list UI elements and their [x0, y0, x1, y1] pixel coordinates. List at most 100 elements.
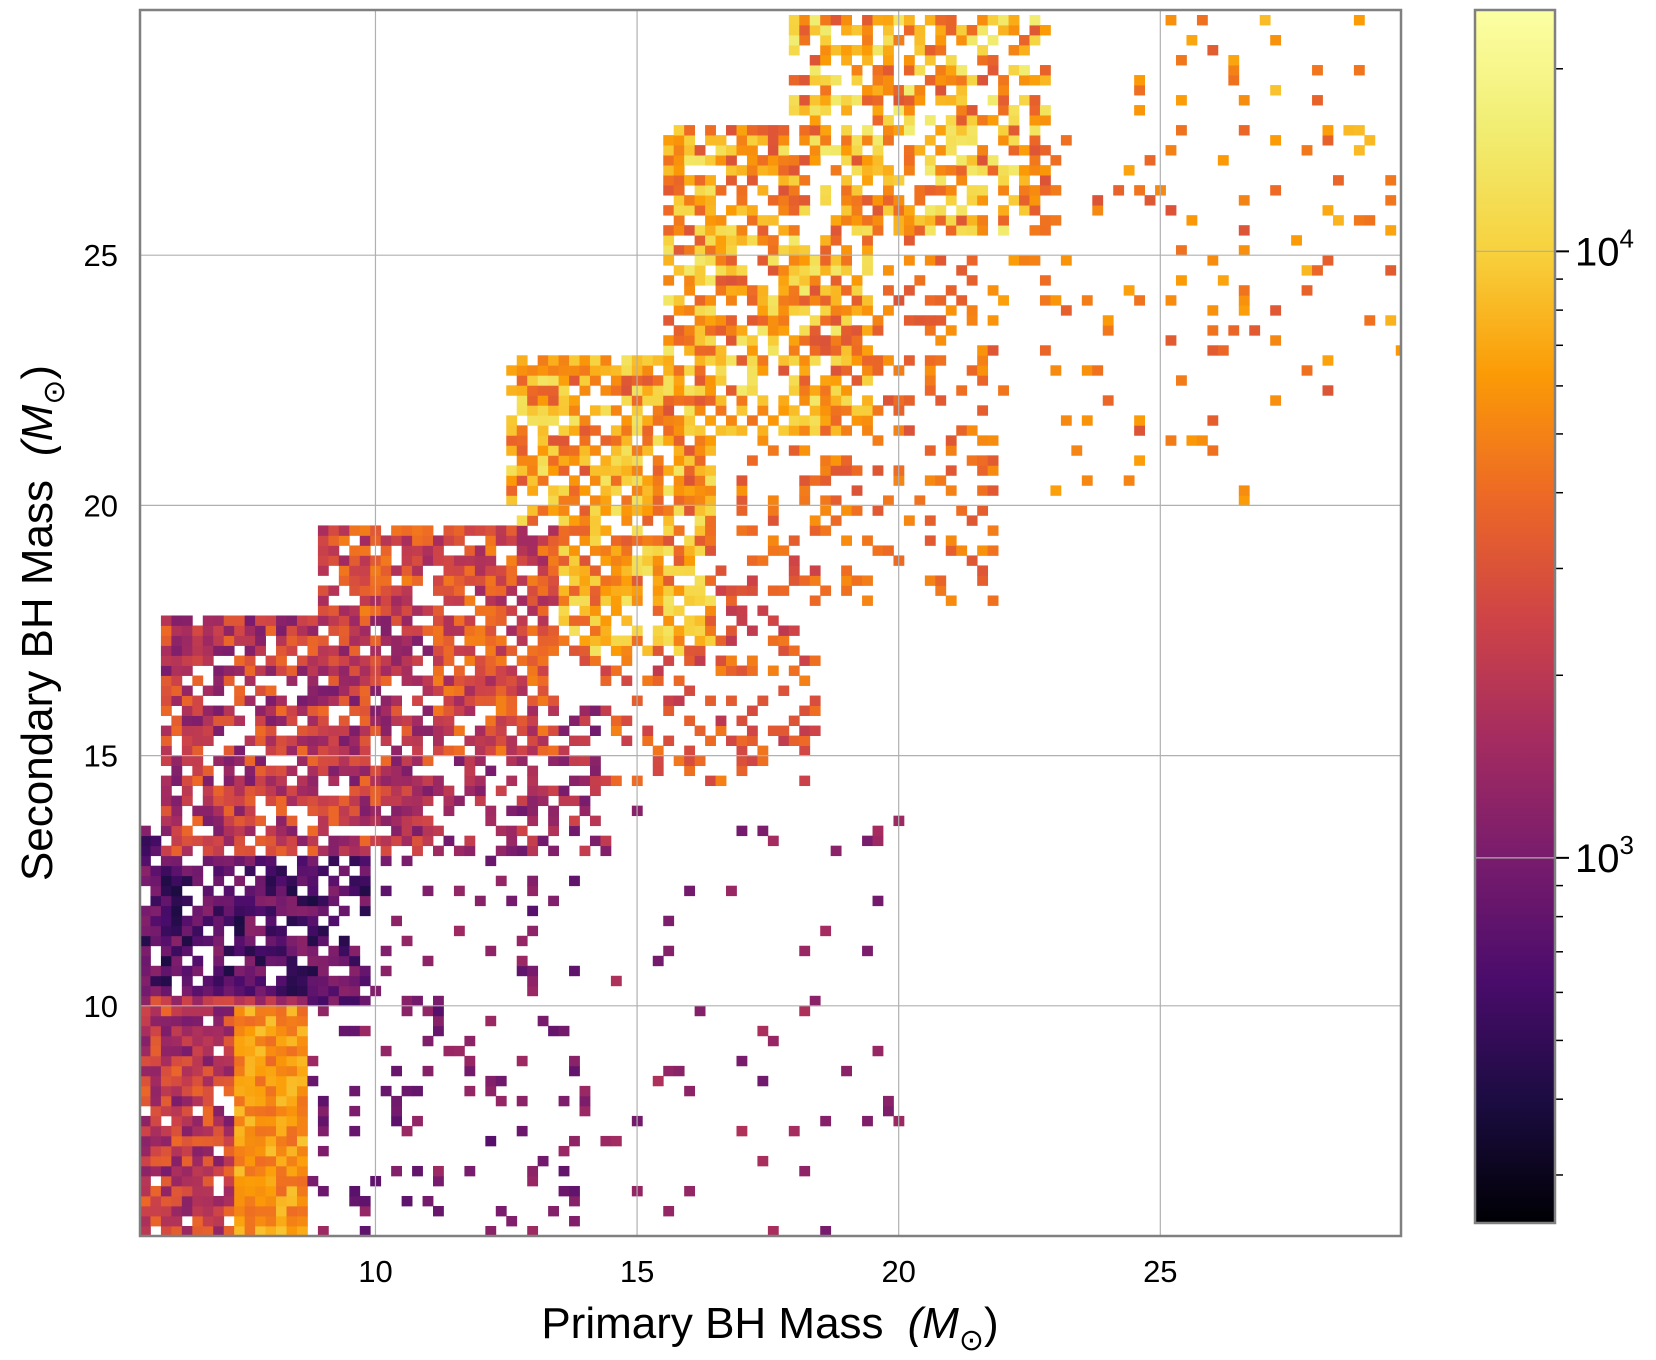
heatmap-cell [495, 785, 507, 797]
heatmap-cell [726, 265, 737, 276]
heatmap-cell [307, 915, 319, 927]
heatmap-cell [213, 1125, 225, 1137]
heatmap-cell [694, 595, 706, 606]
heatmap-cell [642, 565, 654, 576]
heatmap-cell [213, 725, 225, 736]
heatmap-cell [621, 415, 633, 426]
heatmap-cell [307, 685, 319, 696]
heatmap-cell [883, 75, 894, 86]
heatmap-cell [977, 405, 989, 416]
heatmap-cell [715, 365, 727, 376]
heatmap-cell [192, 915, 204, 927]
heatmap-cell [945, 225, 957, 236]
heatmap-cell [317, 745, 329, 757]
heatmap-cell [663, 705, 675, 716]
heatmap-cell [862, 365, 873, 376]
heatmap-cell [726, 595, 737, 606]
heatmap-cell [935, 125, 947, 136]
heatmap-cell [757, 215, 769, 226]
heatmap-cell [412, 715, 423, 726]
heatmap-cell [485, 815, 497, 827]
heatmap-cell [537, 605, 549, 616]
heatmap-cell [433, 1015, 444, 1027]
heatmap-cell [705, 325, 716, 336]
heatmap-cell [307, 885, 319, 897]
heatmap-cell [202, 1125, 214, 1137]
heatmap-cell [192, 1065, 204, 1077]
heatmap-cell [160, 615, 172, 626]
heatmap-cell [537, 595, 549, 606]
heatmap-cell [140, 1015, 151, 1027]
heatmap-cell [140, 1155, 151, 1167]
heatmap-cell [276, 655, 287, 666]
heatmap-cell [296, 635, 308, 646]
heatmap-cell [820, 475, 832, 486]
heatmap-cell [809, 355, 821, 366]
heatmap-cell [652, 645, 664, 656]
heatmap-cell [181, 745, 193, 757]
heatmap-cell [830, 295, 842, 306]
heatmap-cell [474, 895, 486, 907]
heatmap-cell [234, 975, 246, 987]
heatmap-cell [265, 1095, 277, 1107]
heatmap-cell [213, 635, 225, 646]
heatmap-cell [715, 315, 727, 326]
heatmap-cell [830, 345, 842, 356]
heatmap-cell [317, 725, 329, 736]
heatmap-cell [537, 725, 549, 736]
heatmap-cell [726, 225, 737, 236]
heatmap-cell [1238, 95, 1250, 106]
heatmap-cell [380, 715, 392, 726]
heatmap-cell [705, 305, 716, 316]
heatmap-cell [160, 685, 172, 696]
heatmap-cell [380, 625, 392, 636]
heatmap-cell [642, 515, 654, 526]
heatmap-cell [872, 545, 884, 556]
heatmap-cell [652, 595, 664, 606]
heatmap-cell [255, 705, 266, 716]
heatmap-cell [1322, 385, 1334, 396]
heatmap-cell [558, 465, 570, 476]
heatmap-cell [589, 605, 601, 616]
heatmap-cell [391, 635, 403, 646]
heatmap-cell [548, 455, 559, 466]
heatmap-cell [223, 755, 235, 767]
heatmap-cell [788, 25, 800, 36]
heatmap-cell [391, 595, 403, 606]
heatmap-cell [809, 595, 821, 606]
heatmap-cell [527, 545, 539, 556]
heatmap-cell [359, 525, 371, 536]
heatmap-cell [872, 105, 884, 116]
heatmap-cell [862, 375, 873, 386]
heatmap-cell [809, 275, 821, 286]
heatmap-cell [778, 685, 790, 696]
heatmap-cell [1312, 265, 1323, 276]
heatmap-cell [276, 1025, 287, 1037]
heatmap-cell [265, 1005, 277, 1017]
heatmap-cell [495, 735, 507, 746]
heatmap-cell [422, 525, 434, 536]
colorbar-tick-label: 103 [1575, 830, 1634, 881]
heatmap-cell [527, 965, 539, 977]
y-axis-unit-close: ) [13, 365, 62, 380]
heatmap-cell [1196, 435, 1208, 446]
heatmap-cell [767, 255, 779, 266]
heatmap-cell [192, 1155, 204, 1167]
heatmap-cell [1353, 215, 1365, 226]
heatmap-cell [924, 115, 936, 126]
heatmap-cell [558, 515, 570, 526]
heatmap-cell [527, 835, 539, 847]
heatmap-cell [558, 755, 570, 767]
heatmap-cell [192, 1115, 204, 1127]
heatmap-cell [433, 825, 444, 837]
heatmap-cell [422, 685, 434, 696]
heatmap-cell [694, 345, 706, 356]
heatmap-cell [160, 785, 172, 797]
heatmap-cell [223, 775, 235, 787]
heatmap-cell [705, 335, 716, 346]
heatmap-cell [265, 785, 277, 797]
heatmap-cell [799, 655, 811, 666]
heatmap-cell [328, 725, 340, 736]
heatmap-cell [516, 625, 528, 636]
heatmap-cell [171, 1215, 183, 1227]
